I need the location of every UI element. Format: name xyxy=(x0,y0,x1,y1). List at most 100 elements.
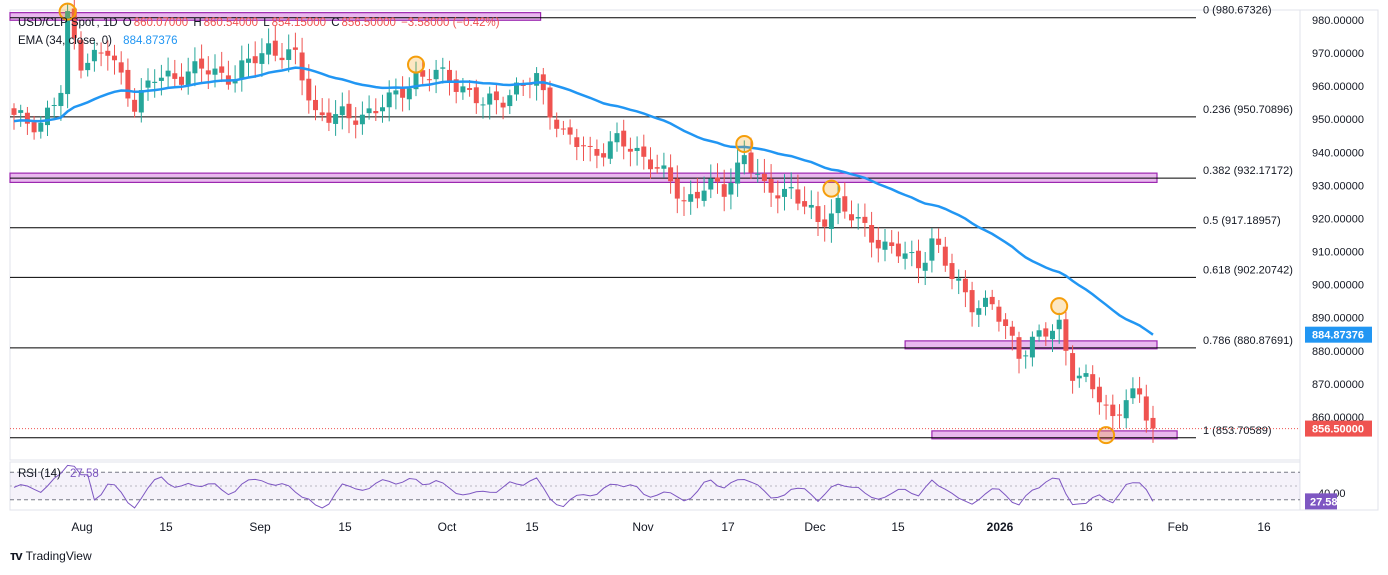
candle-body xyxy=(199,58,205,69)
candle-body xyxy=(815,206,821,222)
x-tick-label: Dec xyxy=(804,520,825,534)
candle xyxy=(627,137,633,167)
candle-body xyxy=(788,187,794,189)
candle xyxy=(1023,350,1029,369)
candle-body xyxy=(1096,386,1102,403)
candle xyxy=(359,101,365,135)
fib-level-label: 1 (853.70589) xyxy=(1203,425,1272,437)
candle xyxy=(500,96,506,120)
candle-body xyxy=(319,112,325,116)
candle-body xyxy=(65,11,71,95)
highlight-marker xyxy=(1097,426,1116,445)
candle-body xyxy=(909,252,915,254)
candle-body xyxy=(393,90,399,95)
candle xyxy=(802,186,808,215)
candle-body xyxy=(313,99,318,111)
candle xyxy=(1083,364,1089,383)
candle-body xyxy=(433,69,439,80)
y-tick-label: 890.00000 xyxy=(1312,313,1364,325)
candle-body xyxy=(179,76,184,85)
candle-body xyxy=(735,162,741,184)
candle xyxy=(882,229,888,262)
candle xyxy=(956,269,962,295)
candle xyxy=(889,230,895,254)
x-tick-label: Aug xyxy=(71,520,92,534)
candle xyxy=(674,165,680,214)
candle xyxy=(782,174,787,211)
candle-body xyxy=(460,86,466,93)
candle-body xyxy=(333,114,339,124)
y-tick-label: 930.00000 xyxy=(1312,180,1364,192)
candle xyxy=(393,78,399,110)
candle-body xyxy=(715,177,720,182)
symbol-legend: USD/CLP Spot, 1D O 860.07000 H 860.54000 L… xyxy=(18,17,500,29)
candle xyxy=(855,203,861,230)
candle-body xyxy=(353,120,359,125)
candle-body xyxy=(661,165,667,169)
candle xyxy=(547,80,553,130)
candle xyxy=(420,59,426,84)
candle-body xyxy=(849,214,854,221)
candle xyxy=(1103,394,1109,420)
y-tick-label: 980.00000 xyxy=(1312,15,1364,27)
candle xyxy=(788,172,794,199)
candle-body xyxy=(480,104,486,106)
ema-line xyxy=(13,66,1154,336)
candle-body xyxy=(380,107,385,112)
candle xyxy=(862,203,868,237)
candle xyxy=(400,76,406,112)
candle-body xyxy=(607,141,613,159)
candle-body xyxy=(105,50,111,56)
candle-body xyxy=(1063,319,1069,351)
candle-body xyxy=(1083,373,1089,377)
rsi-value-badge xyxy=(1305,493,1337,510)
candle xyxy=(91,40,97,72)
tradingview-brand[interactable]: ᴛᴠ TradingView xyxy=(10,548,92,563)
candle xyxy=(775,180,781,214)
candle-body xyxy=(728,182,734,195)
candle-body xyxy=(266,43,272,55)
candle xyxy=(346,90,352,134)
candle-body xyxy=(1137,388,1143,395)
candle-body xyxy=(614,133,620,143)
candle xyxy=(661,152,667,178)
candle-body xyxy=(1150,417,1156,429)
candle-body xyxy=(98,52,104,54)
candle-body xyxy=(232,79,238,84)
highlight-marker xyxy=(822,179,841,198)
rsi-value: 27.58 xyxy=(70,468,99,480)
candle-body xyxy=(172,73,178,79)
candle-body xyxy=(842,196,848,212)
candle-body xyxy=(895,243,901,257)
candle-body xyxy=(1076,375,1082,379)
candle-body xyxy=(205,70,211,75)
candle-body xyxy=(621,130,627,147)
candle-body xyxy=(1029,336,1035,358)
ema-price-badge xyxy=(1305,326,1372,343)
candle xyxy=(1150,405,1156,443)
candle xyxy=(849,200,854,228)
candle-body xyxy=(681,200,687,202)
candle-body xyxy=(1110,404,1116,417)
candle xyxy=(607,131,613,165)
candle xyxy=(735,147,741,197)
candle-body xyxy=(24,112,30,124)
candle-body xyxy=(473,87,479,104)
candle xyxy=(480,97,486,119)
candle xyxy=(969,281,975,327)
y-tick-label: 880.00000 xyxy=(1312,346,1364,358)
candle xyxy=(842,182,848,219)
candle-body xyxy=(192,61,198,74)
candle-body xyxy=(447,69,452,82)
candle-body xyxy=(219,66,225,73)
candle xyxy=(1050,324,1055,352)
candle xyxy=(145,68,151,101)
candle xyxy=(560,120,566,135)
y-tick-label: 900.00000 xyxy=(1312,280,1364,292)
candle-body xyxy=(922,262,928,271)
candle xyxy=(199,44,205,84)
candle-body xyxy=(252,56,258,64)
candle xyxy=(18,104,24,127)
candle xyxy=(983,290,988,316)
